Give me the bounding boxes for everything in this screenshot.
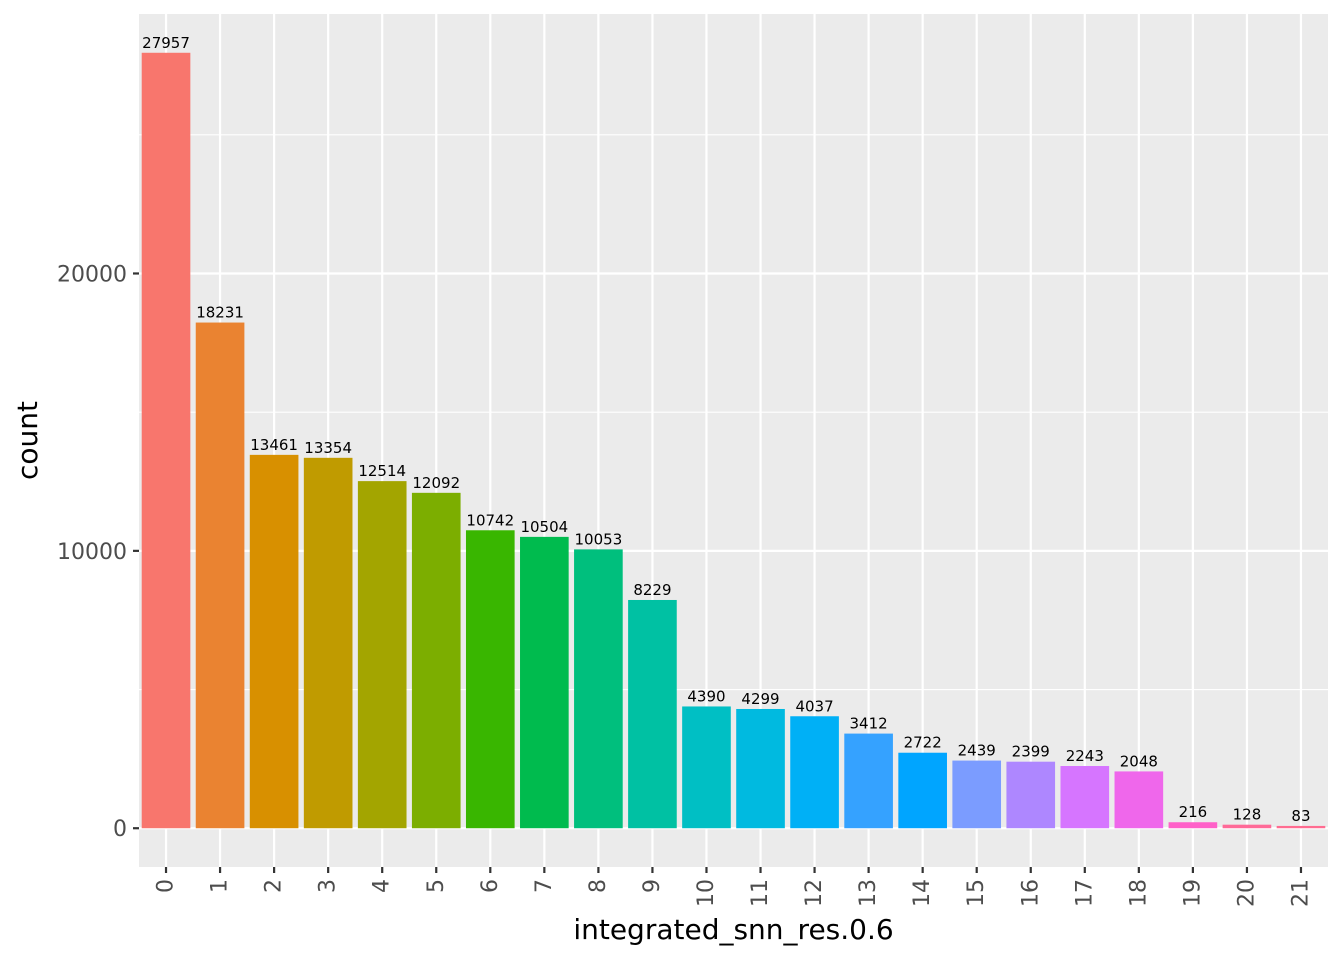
y-tick-label: 10000 (57, 540, 127, 565)
bar-value-label: 83 (1291, 807, 1310, 825)
bar-cluster-8 (574, 549, 623, 829)
bar-cluster-16 (1006, 761, 1056, 829)
x-tick-label: 13 (856, 879, 881, 907)
bar-value-label: 2399 (1012, 743, 1050, 761)
bar-cluster-12 (790, 716, 839, 829)
x-tick-label: 10 (694, 879, 719, 907)
x-tick-label: 0 (154, 879, 179, 893)
y-tick-label: 0 (113, 817, 127, 842)
bar-cluster-5 (411, 492, 461, 829)
bar-value-label: 2243 (1066, 747, 1104, 765)
x-tick-label: 15 (964, 879, 989, 907)
bar-cluster-21 (1276, 825, 1326, 829)
bar-value-label: 128 (1233, 806, 1262, 824)
x-tick-label: 6 (478, 879, 503, 893)
bar-cluster-1 (195, 322, 245, 829)
x-axis: 0 1 2 3 4 5 6 7 8 9 10 11 12 13 14 15 16 17 18 19 20 21 (154, 867, 1313, 907)
bar-cluster-19 (1168, 822, 1218, 829)
bar-cluster-11 (736, 708, 785, 829)
x-tick-label: 14 (910, 879, 935, 907)
x-tick-label: 7 (532, 879, 557, 893)
bar-value-label: 216 (1179, 803, 1208, 821)
bar-value-label: 10053 (575, 530, 623, 548)
bar-cluster-15 (952, 760, 1002, 829)
bar-cluster-9 (628, 599, 677, 829)
x-tick-label: 5 (424, 879, 449, 893)
bar-value-label: 12514 (358, 462, 406, 480)
bar-cluster-2 (249, 454, 299, 829)
x-tick-label: 20 (1234, 879, 1259, 907)
bar-value-label: 4037 (795, 697, 833, 715)
x-tick-label: 9 (640, 879, 665, 893)
bar-value-label: 8229 (633, 581, 671, 599)
x-tick-label: 3 (316, 879, 341, 893)
bar-cluster-18 (1114, 771, 1164, 829)
x-axis-title: integrated_snn_res.0.6 (573, 913, 893, 946)
y-tick-label: 20000 (57, 262, 127, 287)
y-axis-title: count (11, 401, 44, 480)
bar-value-label: 10742 (466, 511, 514, 529)
bar-value-label: 2722 (904, 734, 942, 752)
bar-value-labels: 27957 18231 13461 13354 12514 12092 10742 10504… (142, 34, 1310, 825)
x-tick-label: 17 (1072, 879, 1097, 907)
y-axis: 0 10000 20000 (57, 262, 139, 842)
x-tick-label: 18 (1126, 879, 1151, 907)
bar-cluster-14 (898, 752, 947, 829)
bar-value-label: 27957 (142, 34, 190, 52)
bar-value-label: 4390 (687, 687, 725, 705)
bar-value-label: 13354 (304, 439, 352, 457)
bar-value-label: 3412 (850, 715, 888, 733)
bar-cluster-10 (682, 706, 731, 829)
bar-cluster-13 (844, 733, 893, 829)
bar-value-label: 13461 (250, 436, 298, 454)
x-tick-label: 12 (802, 879, 827, 907)
bar-value-label: 10504 (520, 518, 568, 536)
bar-cluster-7 (520, 536, 569, 829)
bar-value-label: 4299 (741, 690, 779, 708)
bar-value-label: 12092 (412, 474, 460, 492)
x-tick-label: 1 (208, 879, 233, 893)
bars (141, 52, 1326, 829)
bar-cluster-17 (1060, 766, 1110, 829)
x-tick-label: 2 (262, 879, 287, 893)
bar-value-label: 18231 (196, 304, 244, 322)
x-tick-label: 4 (370, 879, 395, 893)
x-tick-label: 21 (1288, 879, 1313, 907)
bar-value-label: 2439 (958, 742, 996, 760)
x-tick-label: 11 (748, 879, 773, 907)
x-tick-label: 16 (1018, 879, 1043, 907)
x-tick-label: 8 (586, 879, 611, 893)
bar-cluster-3 (303, 457, 353, 829)
bar-cluster-6 (465, 530, 515, 829)
bar-cluster-20 (1222, 824, 1272, 829)
bar-cluster-4 (357, 481, 407, 829)
bar-cluster-0 (141, 52, 191, 829)
x-tick-label: 19 (1180, 879, 1205, 907)
bar-value-label: 2048 (1120, 752, 1158, 770)
